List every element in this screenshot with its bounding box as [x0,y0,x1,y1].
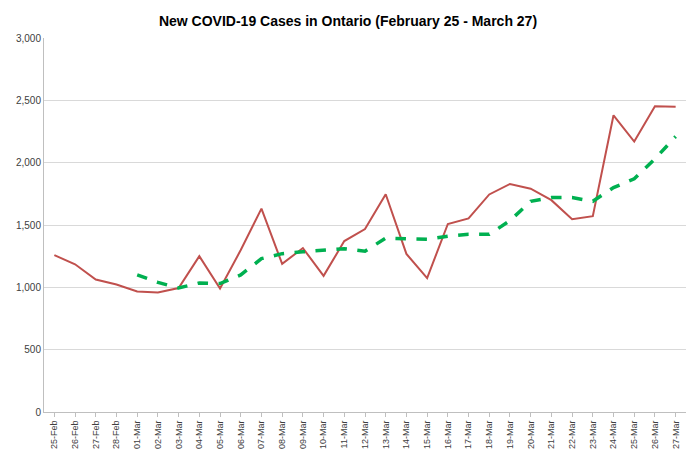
svg-text:0: 0 [35,407,41,418]
svg-text:2,000: 2,000 [16,157,41,168]
svg-text:27-Mar: 27-Mar [671,421,681,450]
svg-text:500: 500 [24,344,41,355]
svg-text:26-Mar: 26-Mar [650,421,660,450]
svg-text:04-Mar: 04-Mar [194,421,204,450]
svg-text:11-Mar: 11-Mar [339,421,349,449]
svg-text:3,000: 3,000 [16,33,41,44]
svg-text:16-Mar: 16-Mar [443,421,453,450]
svg-text:09-Mar: 09-Mar [298,421,308,450]
svg-text:25-Feb: 25-Feb [49,421,59,450]
svg-text:06-Mar: 06-Mar [236,421,246,450]
svg-text:26-Feb: 26-Feb [70,421,80,450]
svg-text:18-Mar: 18-Mar [484,421,494,450]
svg-text:07-Mar: 07-Mar [256,421,266,450]
svg-text:2,500: 2,500 [16,95,41,106]
svg-text:03-Mar: 03-Mar [174,421,184,450]
svg-text:21-Mar: 21-Mar [546,421,556,450]
svg-text:02-Mar: 02-Mar [153,421,163,450]
svg-text:22-Mar: 22-Mar [567,421,577,450]
svg-text:1,000: 1,000 [16,282,41,293]
svg-text:01-Mar: 01-Mar [132,421,142,450]
svg-text:13-Mar: 13-Mar [381,421,391,450]
svg-text:1,500: 1,500 [16,220,41,231]
svg-text:28-Feb: 28-Feb [111,421,121,450]
svg-text:19-Mar: 19-Mar [505,421,515,450]
svg-text:15-Mar: 15-Mar [422,421,432,450]
svg-text:27-Feb: 27-Feb [91,421,101,450]
svg-text:24-Mar: 24-Mar [608,421,618,450]
svg-text:20-Mar: 20-Mar [526,421,536,450]
svg-text:14-Mar: 14-Mar [401,421,411,450]
svg-text:New COVID-19 Cases in Ontario: New COVID-19 Cases in Ontario (February … [159,13,537,29]
svg-text:05-Mar: 05-Mar [215,421,225,450]
svg-text:17-Mar: 17-Mar [463,421,473,450]
svg-text:10-Mar: 10-Mar [319,421,329,450]
svg-text:12-Mar: 12-Mar [360,421,370,450]
svg-text:25-Mar: 25-Mar [629,421,639,450]
svg-text:23-Mar: 23-Mar [588,421,598,450]
svg-text:08-Mar: 08-Mar [277,421,287,450]
